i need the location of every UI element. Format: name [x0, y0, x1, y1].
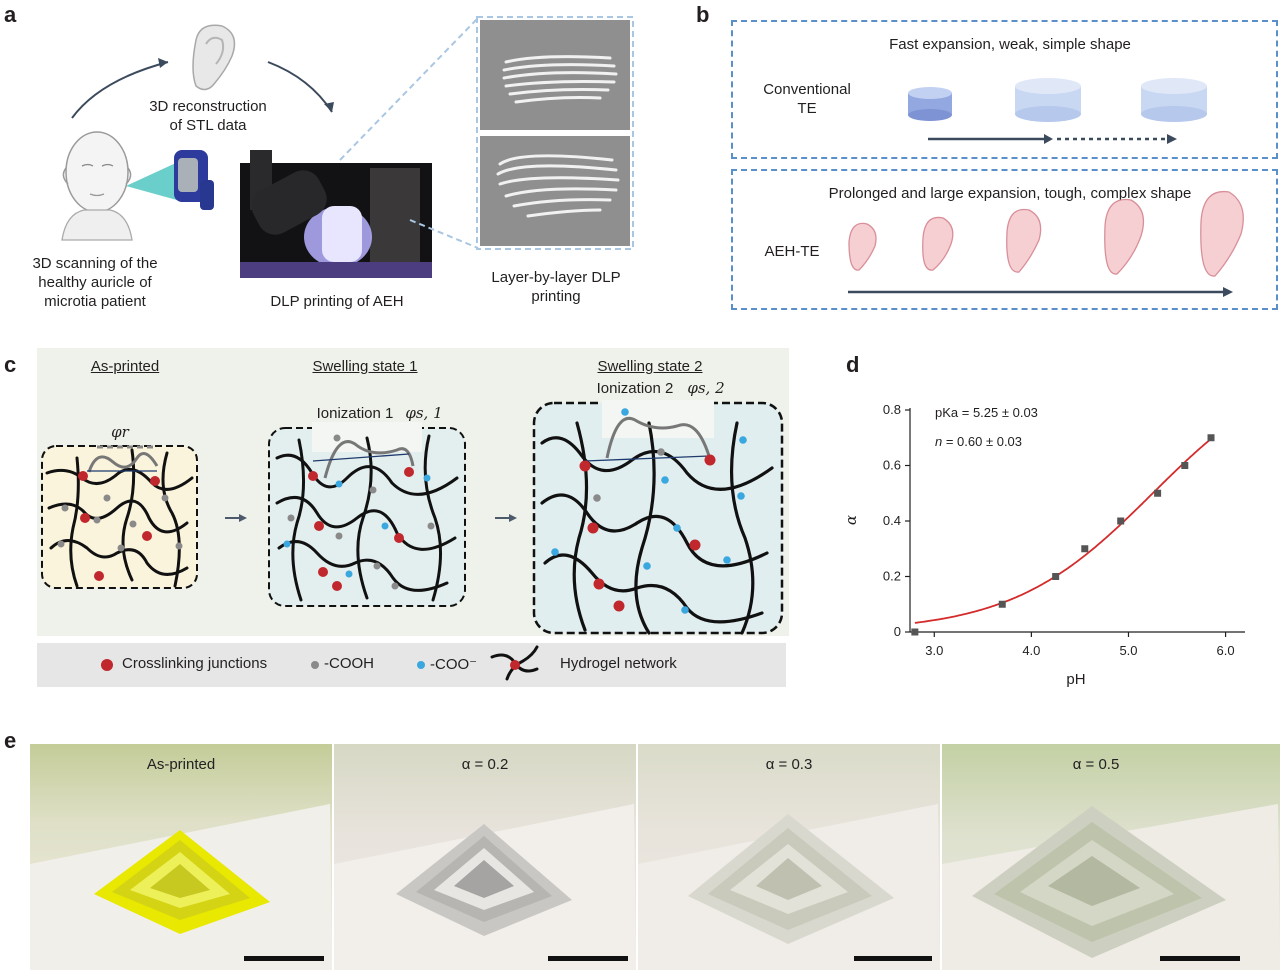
- ear-3-icon: [1006, 208, 1042, 273]
- 3d-scanner-icon: [174, 150, 214, 210]
- ear-1-icon: [848, 222, 877, 271]
- legend-network-text: Hydrogel network: [560, 655, 677, 672]
- panel-a-label: a: [4, 2, 17, 27]
- chart-point-3: [1081, 545, 1089, 553]
- legend-coo-text: -COO⁻: [430, 656, 478, 673]
- legend-cooh-text: -COOH: [324, 655, 374, 672]
- chart-xtick-label-0: 3.0: [925, 643, 943, 658]
- chart-point-7: [1207, 434, 1215, 442]
- state-as-printed: As-printed: [90, 358, 160, 375]
- chart-fit-line: [914, 437, 1213, 624]
- dlp-printer-photo: [240, 150, 432, 278]
- legend-bar: [37, 643, 786, 687]
- scale-bar-3: [854, 956, 932, 961]
- state-swelling-1: Swelling state 1: [312, 358, 418, 375]
- photo-alpha-05: α = 0.5: [942, 744, 1280, 970]
- caption-dlp-printing: DLP printing of AEH: [270, 293, 404, 310]
- panel-a-illustration: [61, 16, 634, 278]
- chart-points: [911, 434, 1215, 636]
- chart-xlabel: pH: [1066, 671, 1085, 688]
- photo-label-alpha-05: α = 0.5: [1072, 756, 1120, 773]
- photo-alpha-03: α = 0.3: [638, 744, 940, 970]
- layer-image-bottom: [480, 136, 630, 246]
- legend-cooh-marker: [311, 661, 319, 669]
- state-swelling-2: Swelling state 2: [597, 358, 703, 375]
- arrow-scan-to-reconstruct: [71, 61, 169, 119]
- box-conventional-te: [731, 20, 1278, 159]
- network-diagram: [41, 400, 784, 635]
- chart-axes: 3.0 4.0 5.0 6.0 0 0.2 0.4 0.6 0.8: [883, 402, 1245, 658]
- ear-5-icon: [1200, 190, 1244, 277]
- scan-beam-icon: [126, 162, 184, 202]
- panel-b-illustration: [848, 78, 1244, 297]
- chart-ytick-label-3: 0.6: [883, 458, 901, 473]
- cylinder-small-icon: [908, 87, 952, 121]
- chart-point-6: [1181, 462, 1189, 469]
- label-conventional-te: Conventional TE: [763, 81, 851, 117]
- chart-point-1: [998, 600, 1006, 608]
- chart-ytick-label-4: 0.8: [883, 402, 901, 417]
- chart-point-5: [1154, 489, 1162, 497]
- label-phi-s1: φs, 1: [405, 404, 443, 422]
- chart-ytick-label-1: 0.2: [883, 569, 901, 584]
- top-box-title: Fast expansion, weak, simple shape: [889, 36, 1131, 53]
- legend-crosslink-marker: [101, 659, 113, 671]
- chart-point-2: [1052, 573, 1060, 580]
- bottom-box-title: Prolonged and large expansion, tough, co…: [828, 185, 1192, 202]
- legend-crosslink-text: Crosslinking junctions: [122, 655, 268, 672]
- cylinder-large-icon: [1141, 78, 1207, 122]
- label-ionization-1: Ionization 1: [316, 405, 394, 422]
- panel-b-label: b: [696, 2, 710, 27]
- label-phi-r: φr: [111, 423, 129, 441]
- caption-3d-reconstruction: 3D reconstruction of STL data: [149, 98, 267, 134]
- caption-layer-by-layer: Layer-by-layer DLP printing: [491, 269, 621, 305]
- chart-xtick-label-1: 4.0: [1022, 643, 1040, 658]
- label-ionization-2: Ionization 2: [596, 380, 674, 397]
- panel-c-label: c: [4, 352, 17, 377]
- chart-xtick-label-2: 5.0: [1119, 643, 1137, 658]
- caption-3d-scanning: 3D scanning of the healthy auricle of micr…: [32, 255, 158, 310]
- photo-label-alpha-02: α = 0.2: [461, 756, 509, 773]
- panel-e-label: e: [4, 728, 17, 753]
- chart-fit-curve: [914, 437, 1213, 624]
- scale-bar-1: [244, 956, 324, 961]
- label-aeh-te: AEH-TE: [764, 243, 820, 260]
- legend-coo-marker: [417, 661, 425, 669]
- ear-2-icon: [922, 216, 954, 271]
- layer-image-top: [480, 20, 630, 130]
- chart-ylabel: α: [842, 515, 860, 525]
- patient-head-icon: [61, 131, 133, 241]
- ear-4-icon: [1104, 198, 1145, 275]
- chart-xtick-label-3: 6.0: [1217, 643, 1235, 658]
- scale-bar-4: [1160, 956, 1240, 961]
- chart-ytick-label-2: 0.4: [883, 513, 901, 528]
- cylinder-medium-icon: [1015, 78, 1081, 122]
- legend-symbols: [101, 645, 539, 681]
- ear-model-icon: [192, 24, 236, 91]
- scale-bar-2: [548, 956, 628, 961]
- chart-point-0: [911, 628, 919, 636]
- photo-label-alpha-03: α = 0.3: [765, 756, 813, 773]
- photo-label-as-printed: As-printed: [146, 756, 216, 773]
- label-phi-s2: φs, 2: [687, 379, 725, 397]
- photo-alpha-02: α = 0.2: [334, 744, 636, 970]
- photo-as-printed: As-printed: [30, 744, 332, 970]
- chart-point-4: [1117, 517, 1125, 525]
- chart-annotation-n: n = 0.60 ± 0.03: [935, 434, 1022, 449]
- box-aeh-te: [731, 169, 1278, 310]
- alpha-vs-ph-chart: 3.0 4.0 5.0 6.0 0 0.2 0.4 0.6 0.8 pKa = 5.25 ± 0…: [842, 402, 1245, 688]
- chart-ytick-label-0: 0: [894, 624, 901, 639]
- panel-d-label: d: [846, 352, 860, 377]
- chart-annotation-pka: pKa = 5.25 ± 0.03: [935, 405, 1038, 420]
